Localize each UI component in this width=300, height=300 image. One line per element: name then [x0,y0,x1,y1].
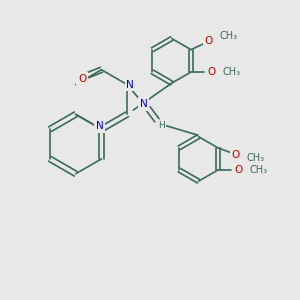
Text: CH₃: CH₃ [246,153,264,163]
Text: O: O [235,165,243,175]
Text: CH₃: CH₃ [222,67,240,77]
Text: H: H [158,121,165,130]
Text: N: N [126,80,134,90]
Text: N: N [140,99,147,109]
Text: O: O [232,150,240,160]
Text: N: N [96,121,104,131]
Text: CH₃: CH₃ [249,165,267,175]
Text: CH₃: CH₃ [219,31,237,41]
Text: O: O [208,67,216,77]
Text: O: O [205,36,213,46]
Text: O: O [78,74,86,84]
